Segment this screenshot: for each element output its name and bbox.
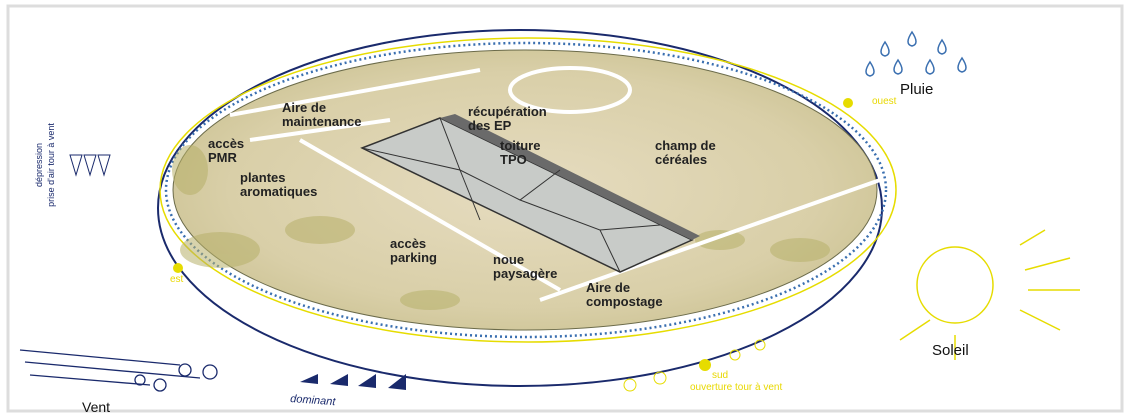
site-label: aromatiques (240, 184, 317, 199)
site-label: Aire de (282, 100, 326, 115)
site-label: toiture (500, 138, 540, 153)
site-label: maintenance (282, 114, 361, 129)
wind-label: Vent (82, 399, 110, 415)
wind-tower-label: ouverture tour à vent (690, 382, 782, 393)
east-label: est (170, 274, 184, 285)
air-intake-label: prise d'air tour à vent (46, 123, 56, 207)
rain-label: Pluie (900, 81, 933, 98)
west-label: ouest (872, 96, 897, 107)
site-label: plantes (240, 170, 286, 185)
south-label: sud (712, 370, 728, 381)
site-label: récupération (468, 104, 547, 119)
site-label: paysagère (493, 266, 557, 281)
site-label: accès (208, 136, 244, 151)
site-label: accès (390, 236, 426, 251)
site-label: PMR (208, 150, 238, 165)
sun-label: Soleil (932, 342, 969, 359)
site-label: céréales (655, 152, 707, 167)
site-label: des EP (468, 118, 512, 133)
site-label: noue (493, 252, 524, 267)
site-label: Aire de (586, 280, 630, 295)
site-label: TPO (500, 152, 527, 167)
depression-label: dépression (34, 143, 44, 187)
site-label: compostage (586, 294, 663, 309)
site-label: parking (390, 250, 437, 265)
site-label: champ de (655, 138, 716, 153)
site-diagram: Pluie ouest est Soleil sud ouverture tou… (0, 0, 1130, 417)
